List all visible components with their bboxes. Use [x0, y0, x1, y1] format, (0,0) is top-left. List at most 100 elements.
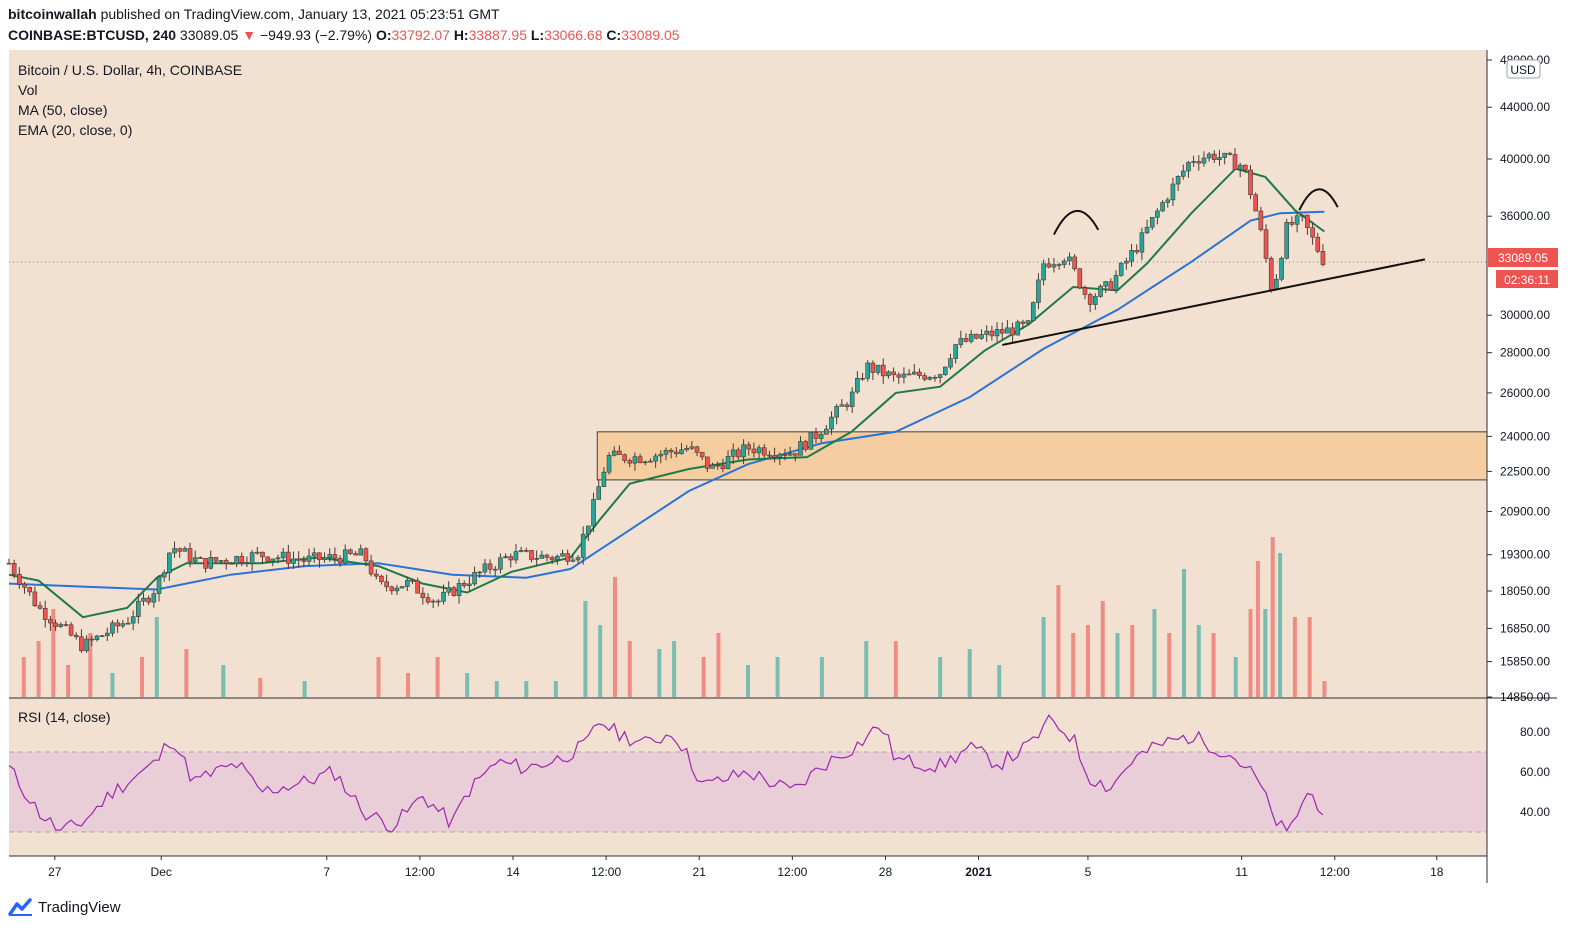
- candle-body: [1149, 216, 1155, 228]
- candle-body: [1082, 287, 1088, 295]
- candle-body: [974, 333, 979, 339]
- volume-bar: [775, 657, 780, 697]
- time-tick-label: Dec: [151, 865, 172, 879]
- candle-body: [529, 550, 534, 560]
- candle-body: [886, 371, 891, 377]
- candle-body: [389, 586, 395, 592]
- open-label: O:: [375, 27, 392, 43]
- volume-bar: [864, 641, 869, 697]
- candle-body: [342, 549, 348, 564]
- volume-bar: [376, 657, 381, 697]
- candle-body: [89, 638, 95, 641]
- candle-body: [156, 576, 162, 595]
- candle-body: [844, 404, 850, 407]
- currency-badge[interactable]: [1506, 59, 1541, 79]
- candle-body: [958, 338, 964, 345]
- candle-body: [1217, 157, 1222, 160]
- candle-body: [1072, 256, 1077, 270]
- last-price-badge-text: 33089.05: [1498, 251, 1548, 265]
- price-tick-label: 20900.00: [1500, 504, 1550, 518]
- candle-body: [482, 563, 488, 573]
- candle-body: [399, 586, 405, 589]
- time-tick-label: 12:00: [1320, 865, 1350, 879]
- candle-body: [1170, 183, 1176, 201]
- volume-bar: [553, 681, 558, 697]
- candle-body: [782, 454, 788, 456]
- last-price: 33089.05: [179, 27, 239, 43]
- candle-body: [32, 591, 38, 606]
- candle-body: [642, 461, 648, 464]
- candle-body: [1294, 215, 1300, 225]
- candle-body: [1237, 164, 1243, 170]
- candle-body: [353, 553, 358, 556]
- candle-body: [373, 573, 379, 577]
- volume-bar: [967, 649, 972, 697]
- candle-body: [301, 559, 307, 562]
- candle-body: [674, 451, 679, 455]
- tradingview-branding[interactable]: TradingView: [8, 896, 121, 918]
- candle-body: [715, 464, 721, 467]
- candle-body: [984, 330, 989, 335]
- legend-ema: EMA (20, close, 0): [18, 122, 132, 138]
- publish-line: bitcoinwallah published on TradingView.c…: [8, 4, 680, 25]
- candle-body: [1320, 251, 1326, 265]
- candle-body: [1067, 256, 1072, 262]
- candle-body: [1061, 260, 1067, 265]
- candle-body: [891, 371, 896, 376]
- candle-body: [182, 548, 188, 552]
- candle-body: [94, 635, 100, 641]
- time-tick-label: 14: [506, 865, 520, 879]
- candle-body: [1134, 250, 1140, 253]
- volume-bar: [1167, 633, 1172, 697]
- rsi-pane-layer: 80.00 60.00 40.00: [8, 697, 1557, 833]
- candle-body: [213, 557, 219, 562]
- volume-bar: [1307, 617, 1312, 697]
- candle-body: [151, 593, 157, 603]
- high-label: H:: [453, 27, 469, 43]
- candle-body: [648, 460, 653, 463]
- candle-body: [710, 464, 715, 469]
- time-tick-label: 2021: [965, 865, 992, 879]
- candle-body: [518, 550, 524, 552]
- candle-body: [317, 552, 322, 561]
- candle-body: [679, 449, 684, 455]
- support-trendline: [1002, 258, 1426, 346]
- candle-body: [663, 449, 669, 455]
- candle-body: [730, 449, 736, 457]
- candle-body: [456, 582, 462, 596]
- candle-body: [1108, 281, 1114, 291]
- volume-layer: [21, 537, 1327, 697]
- volume-bar: [184, 649, 189, 697]
- low-label: L:: [530, 27, 545, 43]
- candle-body: [337, 557, 343, 564]
- candle-body: [963, 338, 969, 342]
- candle-body: [803, 441, 808, 450]
- candle-body: [1010, 327, 1015, 336]
- candle-body: [705, 456, 710, 469]
- candle-body: [953, 344, 958, 359]
- candle-body: [17, 573, 22, 585]
- candle-body: [177, 548, 183, 552]
- candle-body: [461, 582, 467, 587]
- candle-body: [348, 549, 353, 554]
- candle-body: [141, 597, 146, 602]
- price-tick-label: 28000.00: [1500, 346, 1550, 360]
- last-price-badge: [1488, 248, 1558, 267]
- volume-bar: [938, 657, 943, 697]
- candle-body: [989, 330, 995, 337]
- volume-bar: [1270, 537, 1275, 697]
- volume-bar: [893, 641, 898, 697]
- candle-body: [1206, 153, 1212, 159]
- candle-body: [1222, 152, 1227, 158]
- candle-body: [699, 452, 705, 458]
- candle-body: [327, 554, 333, 558]
- open-value: 33792.07: [391, 27, 450, 43]
- candle-body: [296, 558, 301, 561]
- candle-body: [948, 358, 953, 368]
- author-name[interactable]: bitcoinwallah: [8, 6, 97, 22]
- volume-bar: [494, 681, 499, 697]
- currency-label: USD: [1510, 63, 1536, 77]
- candle-body: [1263, 229, 1269, 259]
- candle-body: [332, 554, 338, 559]
